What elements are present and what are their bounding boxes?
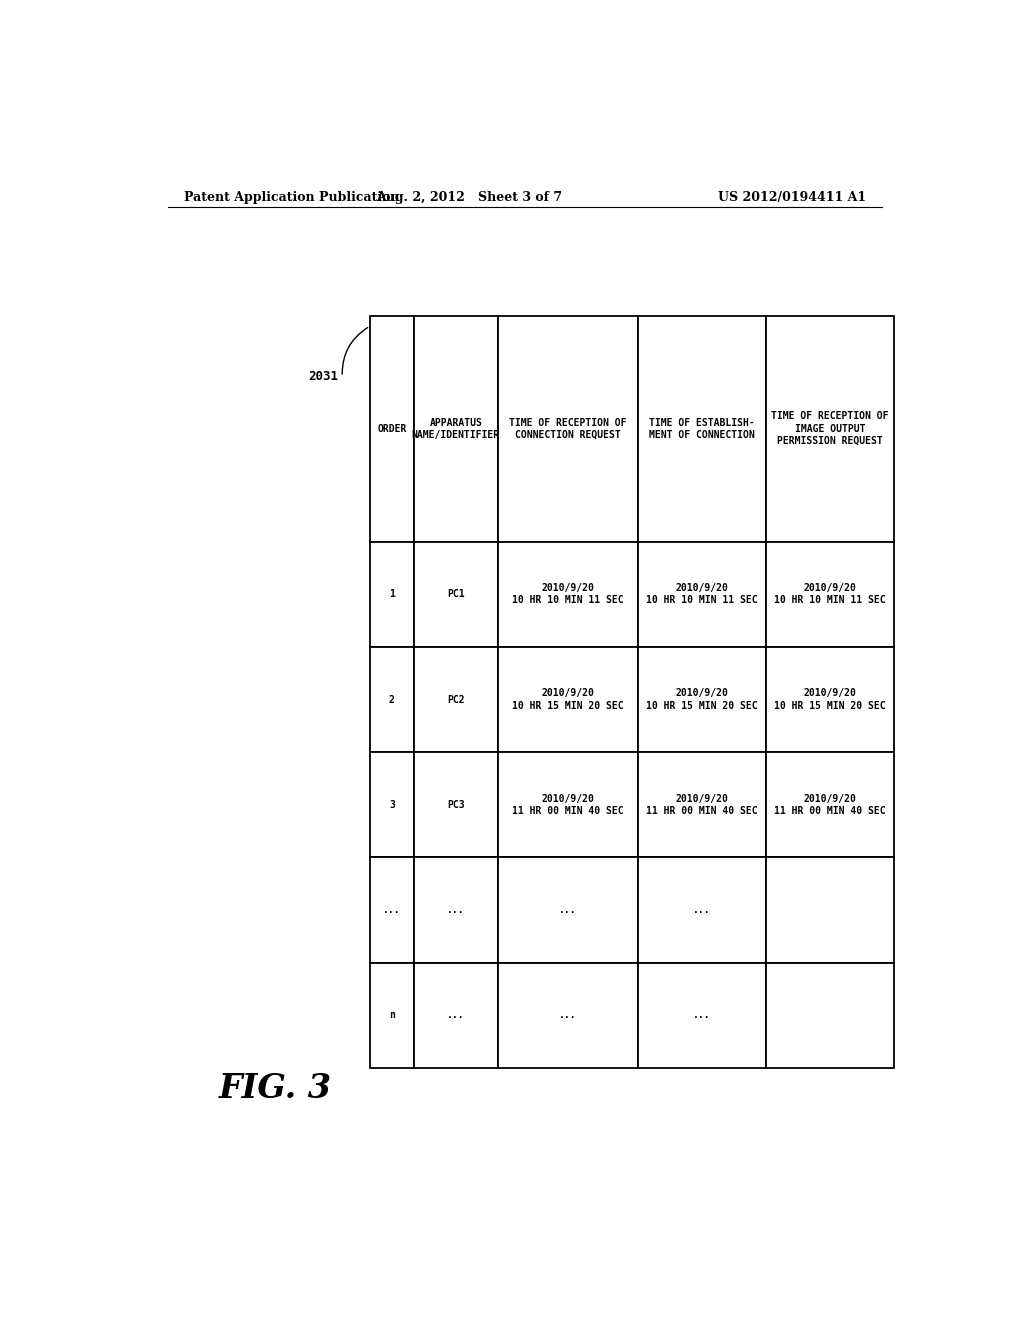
Bar [414,752,498,858]
Bar [766,647,894,752]
Bar [638,541,766,647]
Bar [414,647,498,752]
Text: n: n [389,1010,395,1020]
Text: Aug. 2, 2012   Sheet 3 of 7: Aug. 2, 2012 Sheet 3 of 7 [376,190,562,203]
Bar [370,315,414,541]
Text: 2031: 2031 [308,371,338,383]
Bar [498,541,638,647]
Text: FIG. 3: FIG. 3 [219,1072,333,1105]
Bar [498,315,638,541]
Text: PC3: PC3 [447,800,465,810]
Bar [370,752,414,858]
Text: PC1: PC1 [447,589,465,599]
Text: ...: ... [693,1010,711,1020]
Text: ...: ... [559,906,577,915]
Text: 2010/9/20
11 HR 00 MIN 40 SEC: 2010/9/20 11 HR 00 MIN 40 SEC [646,793,758,816]
Bar [766,541,894,647]
Text: 2: 2 [389,694,395,705]
Bar [498,647,638,752]
Bar [638,858,766,962]
Text: ...: ... [693,906,711,915]
Bar [638,315,766,541]
Text: 1: 1 [389,589,395,599]
Text: TIME OF RECEPTION OF
CONNECTION REQUEST: TIME OF RECEPTION OF CONNECTION REQUEST [509,417,627,440]
Text: ...: ... [447,906,465,915]
Text: ...: ... [447,1010,465,1020]
Bar [414,541,498,647]
Text: 2010/9/20
10 HR 15 MIN 20 SEC: 2010/9/20 10 HR 15 MIN 20 SEC [512,688,624,710]
Text: 2010/9/20
11 HR 00 MIN 40 SEC: 2010/9/20 11 HR 00 MIN 40 SEC [512,793,624,816]
Text: 2010/9/20
10 HR 10 MIN 11 SEC: 2010/9/20 10 HR 10 MIN 11 SEC [774,583,886,606]
Text: 2010/9/20
10 HR 15 MIN 20 SEC: 2010/9/20 10 HR 15 MIN 20 SEC [646,688,758,710]
Text: 3: 3 [389,800,395,810]
Text: Patent Application Publication: Patent Application Publication [183,190,399,203]
Bar [498,752,638,858]
Text: 2010/9/20
10 HR 10 MIN 11 SEC: 2010/9/20 10 HR 10 MIN 11 SEC [512,583,624,606]
Text: 2010/9/20
10 HR 10 MIN 11 SEC: 2010/9/20 10 HR 10 MIN 11 SEC [646,583,758,606]
Text: TIME OF RECEPTION OF
IMAGE OUTPUT
PERMISSION REQUEST: TIME OF RECEPTION OF IMAGE OUTPUT PERMIS… [771,412,889,446]
Text: 2010/9/20
10 HR 15 MIN 20 SEC: 2010/9/20 10 HR 15 MIN 20 SEC [774,688,886,710]
Bar [766,962,894,1068]
Text: PC2: PC2 [447,694,465,705]
Bar [766,752,894,858]
Text: US 2012/0194411 A1: US 2012/0194411 A1 [718,190,866,203]
Bar [370,858,414,962]
Bar [766,315,894,541]
Bar [414,858,498,962]
Bar [370,541,414,647]
Bar [498,858,638,962]
Bar [638,647,766,752]
Text: ...: ... [383,906,400,915]
Bar [414,962,498,1068]
Bar [498,962,638,1068]
Bar [638,752,766,858]
Text: 2010/9/20
11 HR 00 MIN 40 SEC: 2010/9/20 11 HR 00 MIN 40 SEC [774,793,886,816]
Text: TIME OF ESTABLISH-
MENT OF CONNECTION: TIME OF ESTABLISH- MENT OF CONNECTION [649,417,755,440]
Bar [370,962,414,1068]
Text: ...: ... [559,1010,577,1020]
Bar [638,962,766,1068]
Bar [414,315,498,541]
Text: ORDER: ORDER [377,424,407,434]
Bar [766,858,894,962]
Bar [370,647,414,752]
Text: APPARATUS
NAME/IDENTIFIER: APPARATUS NAME/IDENTIFIER [412,417,500,440]
